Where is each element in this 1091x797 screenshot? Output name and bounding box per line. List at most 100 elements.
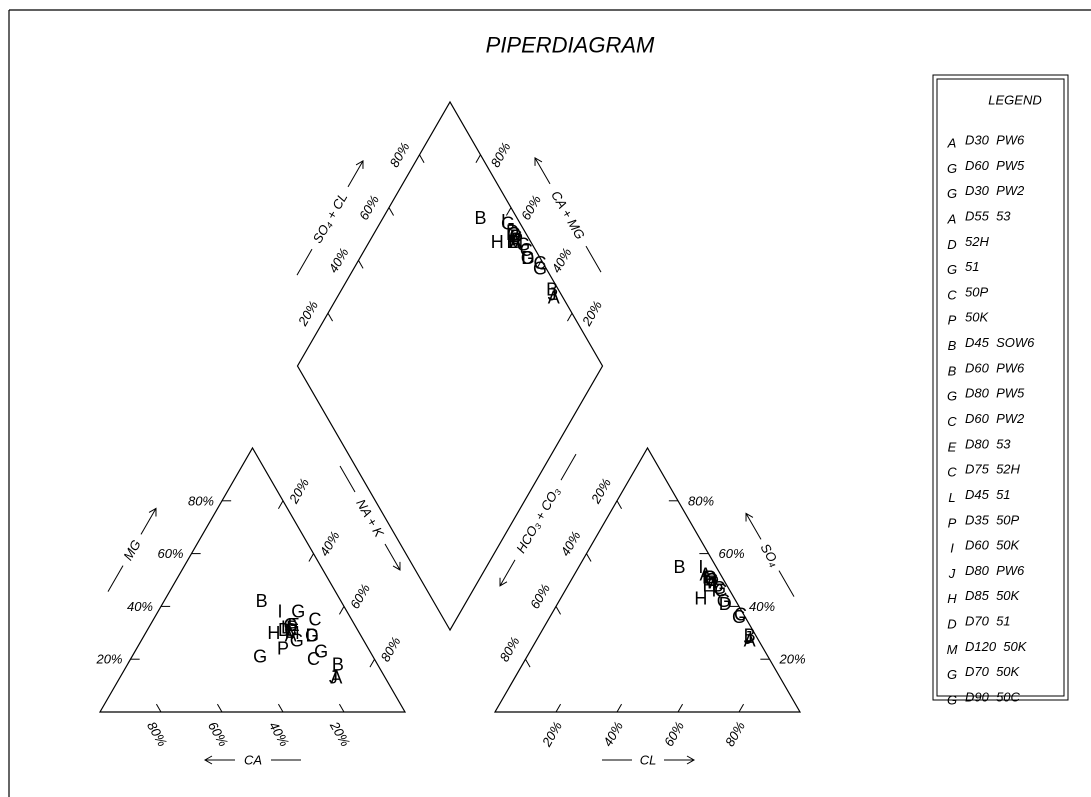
axis-arrow-line [141,508,156,534]
legend-label: 50P [965,284,988,299]
tick-mark [278,704,283,712]
tick-label: 40% [600,719,626,749]
legend-letter: A [947,211,957,226]
legend-letter: L [948,490,955,505]
tick-mark [526,659,531,667]
tick-label: 60% [719,546,745,561]
tick-label: 80% [144,719,170,749]
tick-mark [339,704,344,712]
axis-title: CA + MG [548,188,588,242]
axis-arrow-line [746,513,761,539]
tick-label: 40% [316,529,342,559]
legend-letter: C [947,414,957,429]
tick-mark [217,704,222,712]
cation-point: C [307,649,320,669]
tick-label: 60% [661,719,687,749]
legend-label: D80 PW5 [965,386,1025,401]
axis-arrow-line [500,560,515,586]
tick-mark [617,704,622,712]
axis-arrow-line [297,249,312,275]
tick-label: 40% [557,529,583,559]
tick-mark [556,704,561,712]
legend-letter: G [947,186,957,201]
axis-title-group: NA + K [334,462,407,573]
axis-title-group: MG [102,505,163,596]
anion-point: C [734,604,747,624]
tick-label: 80% [688,493,714,508]
legend-label: D30 PW6 [965,133,1025,148]
legend-label: D70 50K [965,664,1021,679]
diamond-point: C [533,253,546,273]
axis-arrow-line [108,566,123,592]
legend-label: D30 PW2 [965,183,1025,198]
tick-mark [309,554,314,562]
chart: PIPERDIAGRAM LEGEND 20%40%60%80%20%40%60… [0,0,1091,797]
tick-mark [389,208,394,216]
legend-letter: P [948,313,957,328]
tick-label: 20% [326,718,353,749]
legend-label: D45 SOW6 [965,335,1035,350]
diamond-point: B [474,208,486,228]
legend-label: D70 51 [965,614,1011,629]
axis-title: SO₄ [758,541,783,569]
legend-label: D85 50K [965,588,1021,603]
legend-label: D90 50C [965,690,1021,705]
axis-arrow-line [348,161,363,187]
page: {"chart_data": { "type": "piper", "title… [0,0,1091,797]
tick-mark [617,501,622,509]
legend-label: D60 PW6 [965,360,1025,375]
cation-point: B [256,591,268,611]
diamond-point: G [521,248,535,268]
axis-arrow-line [561,454,576,480]
tick-label: 20% [779,652,806,667]
tick-label: 40% [325,245,351,275]
legend-label: 52H [965,234,989,249]
legend-letter: I [950,541,954,556]
tick-label: 40% [749,599,775,614]
axis-arrow-line [385,544,400,570]
legend-letter: G [947,667,957,682]
legend-letter: G [947,161,957,176]
tick-label: 20% [95,652,122,667]
tick-mark [678,704,683,712]
tick-label: 60% [518,193,544,223]
tick-label: 20% [294,298,321,329]
axis-title-group: CA [205,753,301,768]
legend-letter: P [948,515,957,530]
tick-label: 20% [538,719,565,750]
axis-title: HCO₃ + CO₃ [513,484,563,555]
legend-label: D60 50K [965,538,1021,553]
tick-label: 60% [347,581,373,611]
legend-letter: M [947,642,958,657]
legend-letter: H [947,591,957,606]
tick-mark [339,606,344,614]
axis-arrow-line [779,571,794,597]
legend-letter: D [947,237,956,252]
legend-letter: A [947,136,957,151]
diamond-point: J [548,285,557,305]
legend-letter: G [947,389,957,404]
legend-label: 51 [965,259,979,274]
axis-title: CL [640,753,657,768]
cation-point: G [253,647,267,667]
legend-label: D80 53 [965,436,1011,451]
axis-title: NA + K [353,496,387,540]
tick-label: 20% [285,476,312,507]
tick-label: 80% [487,140,513,170]
tick-label: 80% [377,634,403,664]
tick-mark [739,704,744,712]
cation-triangle [100,448,405,712]
legend-label: D60 PW2 [965,411,1025,426]
legend-label: D80 PW6 [965,563,1025,578]
legend-letter: C [947,465,957,480]
tick-mark [556,606,561,614]
tick-label: 80% [188,493,214,508]
cation-point: J [329,668,338,688]
legend-label: 50K [965,310,989,325]
legend-letter: G [947,262,957,277]
legend-label: D35 50P [965,512,1020,527]
axis-title: SO₄ + CL [310,190,351,246]
tick-mark [587,554,592,562]
legend-label: D75 52H [965,462,1021,477]
tick-label: 40% [266,719,292,749]
